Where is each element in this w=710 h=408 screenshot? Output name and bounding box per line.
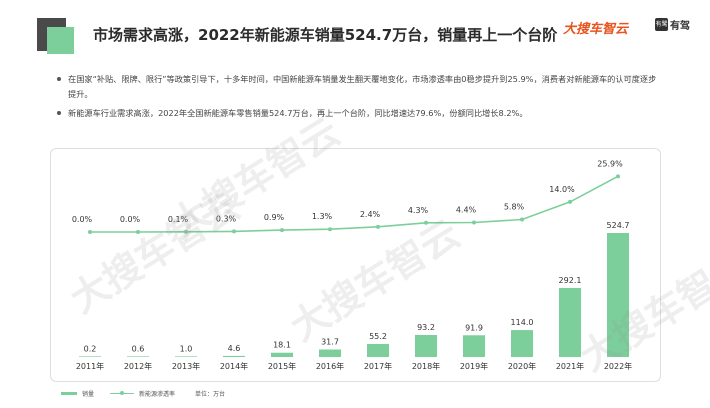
line-value-label: 1.3% xyxy=(312,212,333,221)
page-title: 市场需求高涨，2022年新能源车销量524.7万台，销量再上一个台阶 xyxy=(93,26,558,44)
x-tick-label: 2017年 xyxy=(364,361,392,371)
bar-mark xyxy=(175,356,197,357)
bar-mark xyxy=(223,355,245,357)
bar-value-label: 18.1 xyxy=(273,341,291,350)
legend-line-label: 新能源渗透率 xyxy=(139,391,176,398)
line-value-label: 2.4% xyxy=(360,210,381,219)
partner-logo: 有鹭 有驾 xyxy=(655,17,690,32)
bullet-item: 在国家“补贴、限牌、限行”等政策引导下，十多年时间，中国新能源车销量发生翻天覆地… xyxy=(57,72,657,102)
chart-legend: 销量 新能源渗透率 单位：万台 xyxy=(61,389,225,398)
bar-mark xyxy=(607,233,629,357)
x-tick-label: 2012年 xyxy=(124,361,152,371)
line-value-label: 14.0% xyxy=(549,185,575,194)
line-value-label: 4.4% xyxy=(456,206,477,215)
line-value-label: 0.1% xyxy=(168,215,189,224)
line-value-label: 0.0% xyxy=(120,215,141,224)
line-point xyxy=(568,199,572,204)
bar-mark xyxy=(559,287,581,357)
x-tick-label: 2020年 xyxy=(508,361,536,371)
line-point xyxy=(88,230,92,234)
line-point xyxy=(520,217,524,222)
line-point xyxy=(328,227,332,232)
x-tick-label: 2014年 xyxy=(220,361,248,371)
line-value-label: 5.8% xyxy=(504,203,525,212)
brand-logo: 大搜车智云 xyxy=(563,22,629,37)
bar-mark xyxy=(463,335,485,357)
bullet-item: 新能源车行业需求高涨，2022年全国新能源车零售销量524.7万台，再上一个台阶… xyxy=(57,106,657,121)
bar-value-label: 1.0 xyxy=(180,344,193,353)
line-point xyxy=(184,229,188,234)
x-tick-label: 2022年 xyxy=(604,361,632,371)
summary-bullets: 在国家“补贴、限牌、限行”等政策引导下，十多年时间，中国新能源车销量发生翻天覆地… xyxy=(57,72,657,125)
line-point xyxy=(472,220,476,225)
x-tick-label: 2013年 xyxy=(172,361,200,371)
line-value-label: 4.3% xyxy=(408,206,429,215)
line-point xyxy=(376,224,380,229)
x-tick-label: 2019年 xyxy=(460,361,488,371)
bar-mark xyxy=(127,356,149,357)
x-tick-label: 2018年 xyxy=(412,361,440,371)
line-point xyxy=(232,229,236,234)
bullet-text: 在国家“补贴、限牌、限行”等政策引导下，十多年时间，中国新能源车销量发生翻天覆地… xyxy=(68,74,657,99)
bar-value-label: 55.2 xyxy=(369,332,387,341)
penetration-line xyxy=(90,175,619,233)
bar-value-label: 524.7 xyxy=(607,221,630,230)
bar-value-label: 114.0 xyxy=(511,318,534,327)
x-tick-label: 2015年 xyxy=(268,361,296,371)
line-value-label: 0.0% xyxy=(72,215,93,224)
bar-value-label: 0.6 xyxy=(132,344,145,353)
x-tick-label: 2021年 xyxy=(556,361,584,371)
partner-logo-text: 有驾 xyxy=(670,21,690,32)
bar-mark xyxy=(367,343,389,357)
line-point xyxy=(136,230,140,234)
x-tick-label: 2011年 xyxy=(76,361,104,371)
line-value-label: 0.3% xyxy=(216,214,237,223)
bar-mark xyxy=(79,356,101,357)
line-point xyxy=(616,174,620,179)
legend-bar-swatch xyxy=(61,392,77,395)
bullet-dot-icon xyxy=(57,77,61,81)
bar-value-label: 31.7 xyxy=(321,338,339,347)
legend-bar-label: 销量 xyxy=(82,391,95,398)
bar-mark xyxy=(319,349,341,357)
bar-value-label: 91.9 xyxy=(465,323,483,332)
line-point xyxy=(424,220,428,225)
bar-value-label: 93.2 xyxy=(417,323,435,332)
line-value-label: 0.9% xyxy=(264,213,285,222)
title-decoration-green xyxy=(47,27,74,54)
unit-label: 单位：万台 xyxy=(195,391,226,398)
chart-frame xyxy=(50,148,661,382)
bar-mark xyxy=(511,330,533,357)
line-value-label: 25.9% xyxy=(597,159,623,168)
bar-mark xyxy=(415,334,437,357)
partner-logo-icon: 有鹭 xyxy=(655,18,668,31)
bar-value-label: 0.2 xyxy=(84,344,97,353)
bullet-dot-icon xyxy=(57,111,61,115)
bullet-text: 新能源车行业需求高涨，2022年全国新能源车零售销量524.7万台，再上一个台阶… xyxy=(68,108,528,118)
legend-line-swatch xyxy=(110,391,135,395)
bar-value-label: 292.1 xyxy=(559,276,582,285)
bar-mark xyxy=(271,352,293,357)
x-tick-label: 2016年 xyxy=(316,361,344,371)
bar-value-label: 4.6 xyxy=(228,344,241,353)
line-point xyxy=(280,228,284,233)
